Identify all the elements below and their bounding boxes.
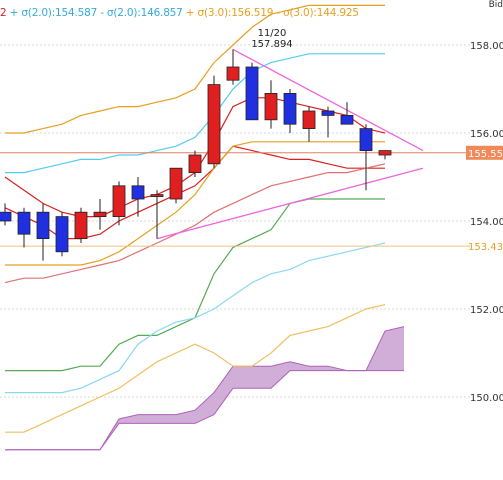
indicator-line-5 bbox=[4, 163, 386, 284]
current-price-label: 155.55 bbox=[468, 149, 503, 160]
trendline-0 bbox=[232, 48, 424, 152]
legend-lower-2sigma: - σ(2.0):146.857 bbox=[97, 7, 183, 19]
high-annotation-date: 11/20 bbox=[257, 28, 287, 39]
candle-body bbox=[36, 211, 50, 239]
candle-body bbox=[245, 66, 259, 121]
candle-body bbox=[226, 66, 240, 81]
candle-body bbox=[207, 84, 221, 165]
indicator-line-0 bbox=[5, 4, 385, 134]
candle-body bbox=[55, 216, 69, 253]
candle-body bbox=[93, 211, 107, 217]
candle-body bbox=[17, 211, 31, 235]
y-tick-label: 154.000 bbox=[470, 217, 503, 228]
candle-body bbox=[169, 167, 183, 200]
candle-body bbox=[112, 185, 126, 218]
support-price-label: 153.43 bbox=[468, 242, 503, 253]
legend-lower-3sigma: - σ(3.0):144.925 bbox=[273, 7, 359, 19]
y-tick-label: 156.000 bbox=[470, 129, 503, 140]
candle-body bbox=[283, 93, 297, 125]
candle-body bbox=[188, 154, 202, 174]
indicator-legend: 2 + σ(2.0):154.587 - σ(2.0):146.857 + σ(… bbox=[0, 7, 359, 19]
y-tick-label: 150.000 bbox=[470, 393, 503, 404]
candle-body bbox=[302, 110, 316, 130]
price-type-label: Bid bbox=[488, 0, 503, 10]
indicator-line-4 bbox=[5, 141, 385, 266]
trendline-1 bbox=[156, 167, 424, 240]
current-price-badge bbox=[466, 145, 503, 160]
candle-body bbox=[150, 194, 164, 198]
candle-body bbox=[321, 110, 335, 116]
high-annotation: 11/20 157.894 bbox=[244, 28, 300, 50]
candle-body bbox=[359, 128, 373, 152]
high-annotation-value: 157.894 bbox=[251, 39, 293, 50]
ichimoku-cloud bbox=[5, 326, 404, 450]
cloud-span-a bbox=[5, 326, 405, 451]
indicator-line-7 bbox=[5, 242, 386, 394]
candle-body bbox=[378, 150, 392, 156]
candle-body bbox=[264, 93, 278, 121]
legend-upper-3sigma: + σ(3.0):156.519 bbox=[182, 7, 274, 19]
legend-upper-2sigma: + σ(2.0):154.587 bbox=[6, 7, 98, 19]
candle-body bbox=[131, 185, 145, 200]
candle-body bbox=[340, 115, 354, 125]
y-tick-label: 158.000 bbox=[470, 41, 503, 52]
legend-ma-fragment: 2 bbox=[0, 7, 7, 19]
cloud-span-b bbox=[5, 370, 404, 451]
indicator-line-1 bbox=[5, 53, 385, 174]
candle-body bbox=[0, 211, 12, 222]
indicator-line-8 bbox=[5, 304, 386, 433]
y-tick-label: 152.000 bbox=[470, 305, 503, 316]
candle-body bbox=[74, 211, 88, 239]
